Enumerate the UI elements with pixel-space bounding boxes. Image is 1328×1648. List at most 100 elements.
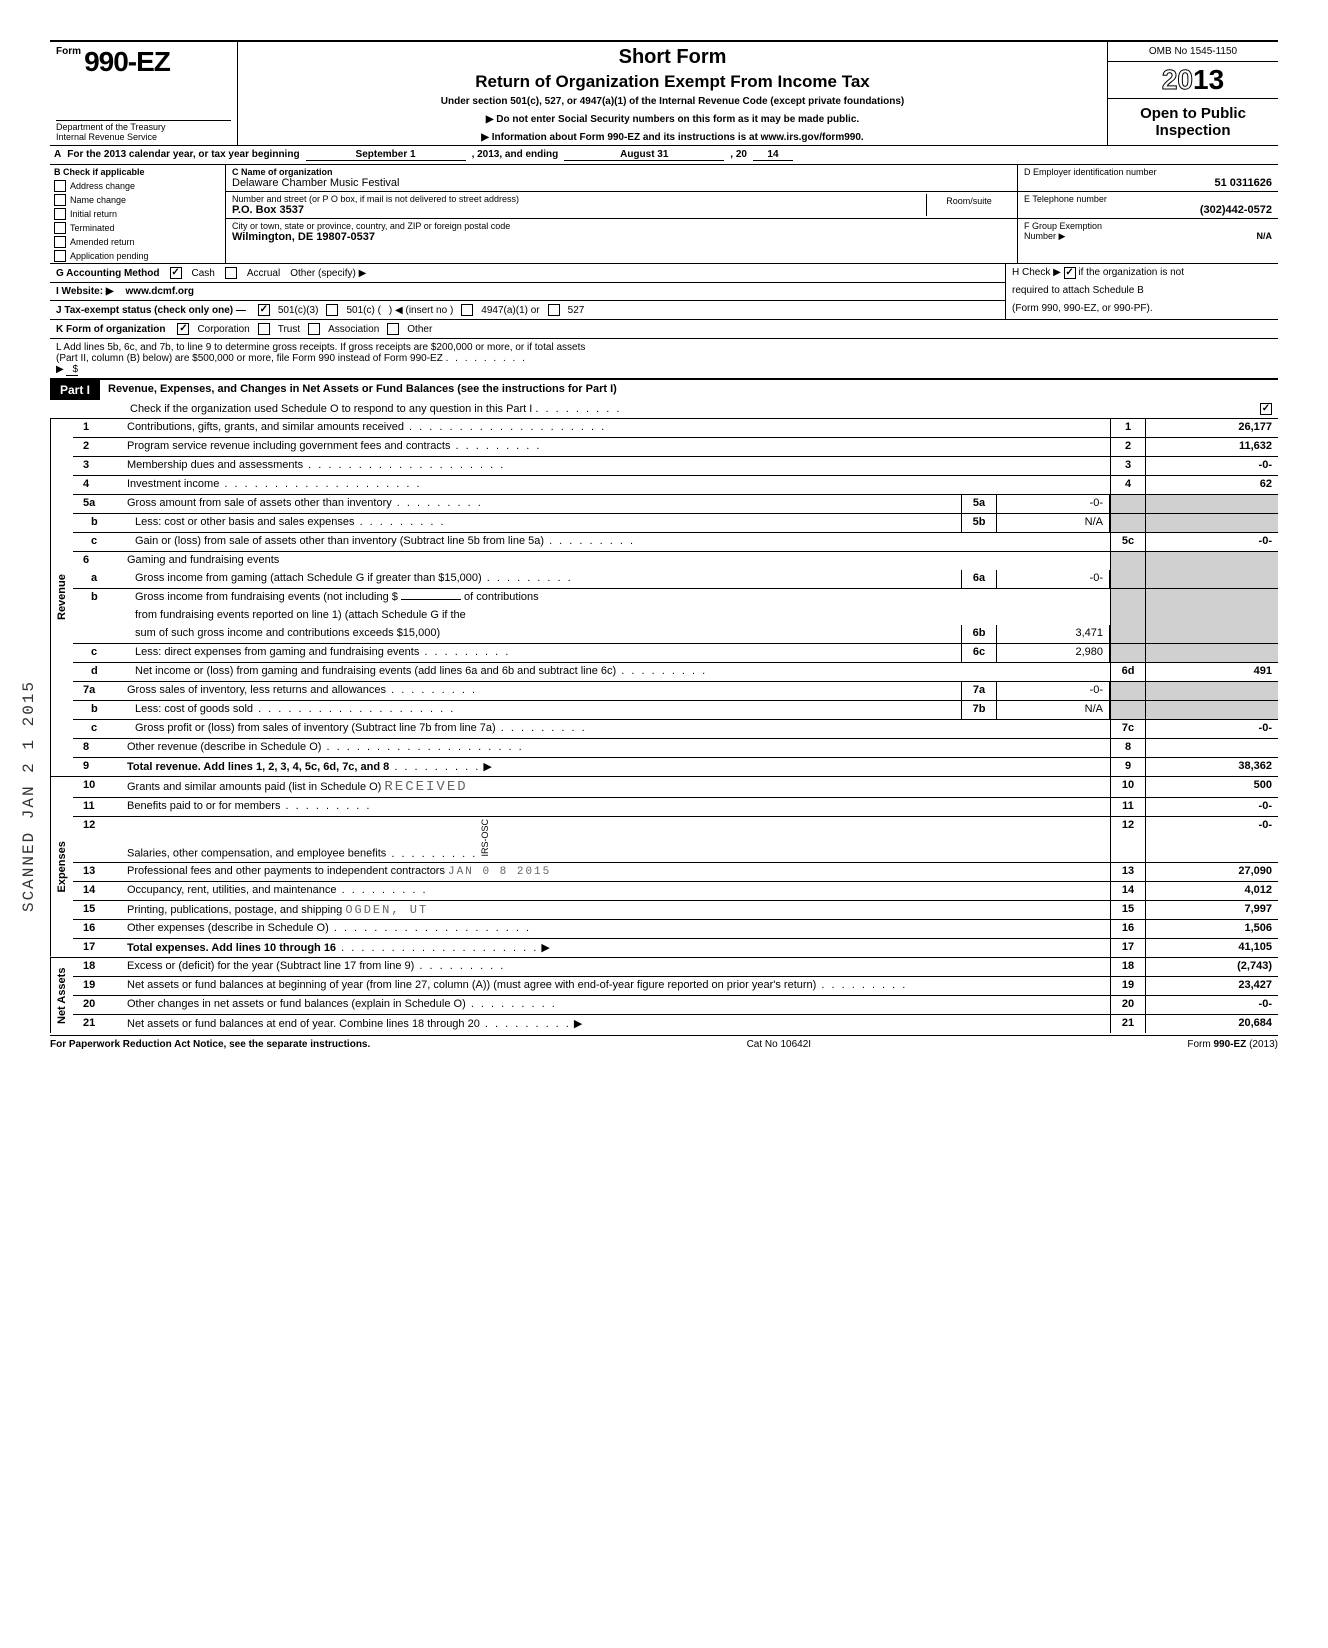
line-6b-value[interactable]: 3,471 [997,625,1110,643]
chk-501c3[interactable] [258,304,270,316]
expenses-section: Expenses 10Grants and similar amounts pa… [50,776,1278,957]
line-9-value[interactable]: 38,362 [1145,758,1278,776]
revenue-section: Revenue 1Contributions, gifts, grants, a… [50,418,1278,776]
chk-terminated[interactable] [54,222,66,234]
line-7a-value[interactable]: -0- [997,682,1110,700]
line-12-value[interactable]: -0- [1145,817,1278,862]
line-19-value[interactable]: 23,427 [1145,977,1278,995]
room-suite-label: Room/suite [926,194,1011,216]
header-middle: Short Form Return of Organization Exempt… [238,42,1108,145]
date-stamp: JAN 0 8 2015 [448,866,551,878]
line-16-value[interactable]: 1,506 [1145,920,1278,938]
open-to-public: Open to Public Inspection [1108,99,1278,145]
footer-form-ref: Form 990-EZ (2013) [1187,1039,1278,1050]
footer-left: For Paperwork Reduction Act Notice, see … [50,1039,370,1050]
footer-cat-no: Cat No 10642I [747,1039,812,1050]
chk-initial-return[interactable] [54,208,66,220]
chk-application-pending[interactable] [54,250,66,262]
chk-accrual[interactable] [225,267,237,279]
org-info-block: B Check if applicable Address change Nam… [50,164,1278,263]
line-6d-value[interactable]: 491 [1145,663,1278,681]
line-13-value[interactable]: 27,090 [1145,863,1278,881]
line-7c-value[interactable]: -0- [1145,720,1278,738]
chk-501c[interactable] [326,304,338,316]
chk-association[interactable] [308,323,320,335]
tax-year-begin[interactable]: September 1 [306,149,466,161]
chk-address-change[interactable] [54,180,66,192]
row-l-gross-receipts: L Add lines 5b, 6c, and 7b, to line 9 to… [50,338,1278,378]
chk-corporation[interactable] [177,323,189,335]
form-prefix: Form [56,46,81,57]
subtitle: Under section 501(c), 527, or 4947(a)(1)… [246,96,1099,107]
line-6a-value[interactable]: -0- [997,570,1110,588]
ogden-stamp: OGDEN, UT [345,903,428,917]
line-8-value[interactable] [1145,739,1278,757]
col-b-checkboxes: B Check if applicable Address change Nam… [50,165,226,263]
omb-number: OMB No 1545-1150 [1108,42,1278,62]
line-4-value[interactable]: 62 [1145,476,1278,494]
form-number: 990-EZ [84,46,170,77]
line-7b-value[interactable]: N/A [997,701,1110,719]
line-1-value[interactable]: 26,177 [1145,419,1278,437]
header-right: OMB No 1545-1150 2013 Open to Public Ins… [1108,42,1278,145]
line-17-value[interactable]: 41,105 [1145,939,1278,957]
telephone[interactable]: (302)442-0572 [1024,204,1272,216]
row-j-tax-exempt: J Tax-exempt status (check only one) — 5… [50,300,1005,319]
line-20-value[interactable]: -0- [1145,996,1278,1014]
gross-receipts-amt[interactable]: $ [66,364,78,376]
part-1-header: Part I Revenue, Expenses, and Changes in… [50,378,1278,400]
chk-527[interactable] [548,304,560,316]
line-10-value[interactable]: 500 [1145,777,1278,797]
line-5b-value[interactable]: N/A [997,514,1110,532]
chk-trust[interactable] [258,323,270,335]
chk-other[interactable] [387,323,399,335]
scanned-stamp: SCANNED JAN 2 1 2015 [20,680,38,912]
chk-schedule-b[interactable] [1064,267,1076,279]
tax-year: 2013 [1108,62,1278,99]
expenses-label: Expenses [50,777,73,957]
part-1-schedule-o: Check if the organization used Schedule … [50,400,1278,418]
line-18-value[interactable]: (2,743) [1145,958,1278,976]
website[interactable]: www.dcmf.org [126,286,195,297]
line-2-value[interactable]: 11,632 [1145,438,1278,456]
page-footer: For Paperwork Reduction Act Notice, see … [50,1035,1278,1050]
net-assets-label: Net Assets [50,958,73,1033]
col-de: D Employer identification number 51 0311… [1018,165,1278,263]
group-exemption[interactable]: N/A [1257,231,1273,241]
tax-year-end-month[interactable]: August 31 [564,149,724,161]
chk-amended[interactable] [54,236,66,248]
line-15-value[interactable]: 7,997 [1145,901,1278,919]
title-short-form: Short Form [246,46,1099,69]
col-c-org: C Name of organization Delaware Chamber … [226,165,1018,263]
received-stamp: RECEIVED [384,779,467,795]
title-main: Return of Organization Exempt From Incom… [246,72,1099,92]
dept-irs: Internal Revenue Service [56,133,231,143]
org-name[interactable]: Delaware Chamber Music Festival [232,177,1011,189]
form-990ez: Form 990-EZ Department of the Treasury I… [50,40,1278,378]
revenue-label: Revenue [50,419,73,776]
row-g-accounting: G Accounting Method Cash Accrual Other (… [50,264,1005,282]
line-21-value[interactable]: 20,684 [1145,1015,1278,1033]
line-6c-value[interactable]: 2,980 [997,644,1110,662]
row-a-tax-year: A For the 2013 calendar year, or tax yea… [50,145,1278,164]
org-address[interactable]: P.O. Box 3537 [232,204,926,216]
tax-year-end-yr[interactable]: 14 [753,149,793,161]
chk-schedule-o[interactable] [1260,403,1272,415]
line-5c-value[interactable]: -0- [1145,533,1278,551]
header-left: Form 990-EZ Department of the Treasury I… [50,42,238,145]
line-11-value[interactable]: -0- [1145,798,1278,816]
chk-4947[interactable] [461,304,473,316]
ein[interactable]: 51 0311626 [1024,177,1272,189]
line-5a-value[interactable]: -0- [997,495,1110,513]
chk-name-change[interactable] [54,194,66,206]
chk-cash[interactable] [170,267,182,279]
row-i-website: I Website: ▶ www.dcmf.org [50,282,1005,300]
form-header: Form 990-EZ Department of the Treasury I… [50,40,1278,145]
line-14-value[interactable]: 4,012 [1145,882,1278,900]
instruction-ssn: Do not enter Social Security numbers on … [246,114,1099,125]
line-3-value[interactable]: -0- [1145,457,1278,475]
row-h: H Check ▶ if the organization is not [1005,264,1278,282]
row-k-form-of-org: K Form of organization Corporation Trust… [50,319,1278,338]
net-assets-section: Net Assets 18Excess or (deficit) for the… [50,957,1278,1033]
org-city[interactable]: Wilmington, DE 19807-0537 [232,231,1011,243]
